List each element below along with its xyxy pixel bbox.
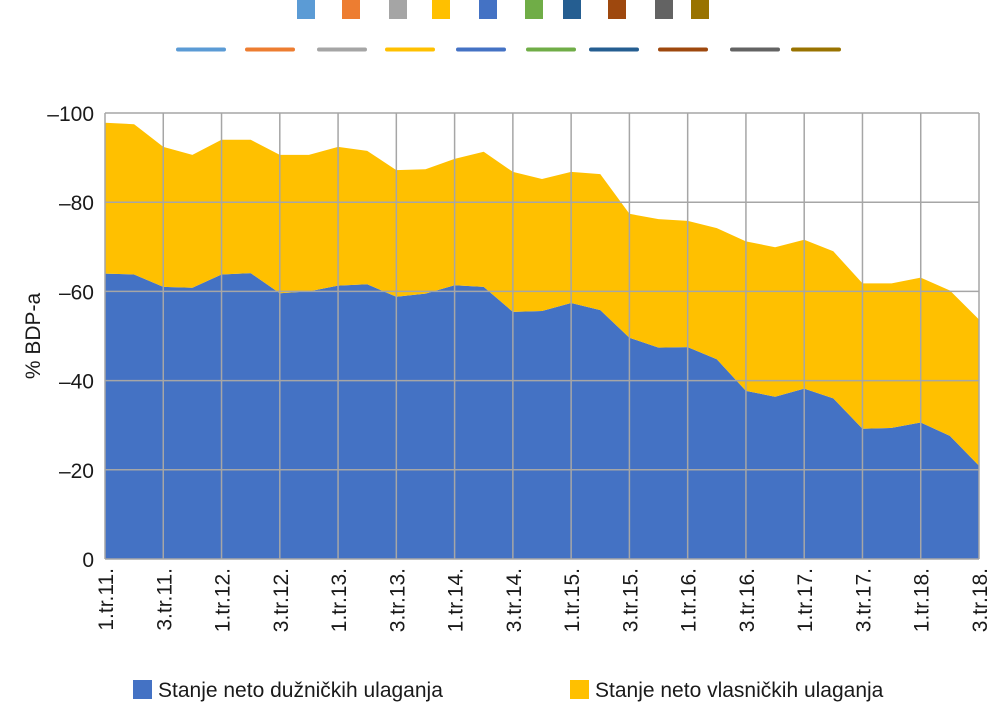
top-legend-square: [525, 0, 543, 19]
x-tick-label: 3.tr.15.: [619, 568, 642, 632]
x-axis-ticks: 1.tr.11. 3.tr.11. 1.tr.12. 3.tr.12. 1.tr.13.…: [95, 568, 992, 632]
x-tick-label: 3.tr.18.: [969, 568, 992, 632]
top-legend-square: [479, 0, 497, 19]
gridlines: [104, 112, 980, 560]
x-tick-label: 3.tr.16.: [736, 568, 759, 632]
x-tick-label: 3.tr.14.: [503, 568, 526, 632]
x-tick-label: 1.tr.14.: [445, 568, 468, 632]
top-legend-square: [608, 0, 626, 19]
y-tick-label: –100: [47, 103, 94, 126]
top-legend-square: [389, 0, 407, 19]
top-legend-swatches: [297, 0, 709, 19]
x-tick-label: 1.tr.16.: [678, 568, 701, 632]
x-tick-label: 1.tr.11.: [95, 568, 118, 631]
top-legend-square: [342, 0, 360, 19]
x-tick-label: 3.tr.13.: [386, 568, 409, 632]
y-axis-title: % BDP-a: [22, 293, 45, 380]
top-legend-square: [297, 0, 315, 19]
legend-item-debt: Stanje neto dužničkih ulaganja: [133, 679, 443, 702]
legend-swatch-debt: [133, 680, 152, 699]
top-legend-square: [432, 0, 450, 19]
legend-swatch-equity: [570, 680, 589, 699]
legend-label-equity: Stanje neto vlasničkih ulaganja: [595, 679, 884, 702]
top-legend-square: [655, 0, 673, 19]
x-tick-label: 1.tr.15.: [561, 568, 584, 632]
legend-item-equity: Stanje neto vlasničkih ulaganja: [570, 679, 884, 702]
legend: Stanje neto dužničkih ulaganja Stanje ne…: [133, 679, 884, 702]
y-tick-label: –40: [59, 371, 94, 394]
x-tick-label: 3.tr.17.: [852, 568, 875, 632]
plot-areas: [105, 122, 979, 559]
y-tick-label: –60: [59, 281, 94, 304]
top-legend-square: [691, 0, 709, 19]
x-tick-label: 1.tr.12.: [212, 568, 235, 632]
x-tick-label: 3.tr.11.: [153, 568, 176, 631]
legend-label-debt: Stanje neto dužničkih ulaganja: [158, 679, 443, 702]
x-tick-label: 1.tr.13.: [328, 568, 351, 632]
x-tick-label: 1.tr.17.: [794, 568, 817, 632]
y-tick-label: –20: [59, 460, 94, 483]
y-tick-label: 0: [82, 549, 94, 572]
x-tick-label: 3.tr.12.: [270, 568, 293, 632]
y-tick-label: –80: [59, 192, 94, 215]
top-legend-square: [563, 0, 581, 19]
x-tick-label: 1.tr.18.: [911, 568, 934, 632]
y-axis-ticks: 0 –20 –40 –60 –80 –100: [47, 103, 94, 572]
area-series-debt: [105, 273, 979, 559]
